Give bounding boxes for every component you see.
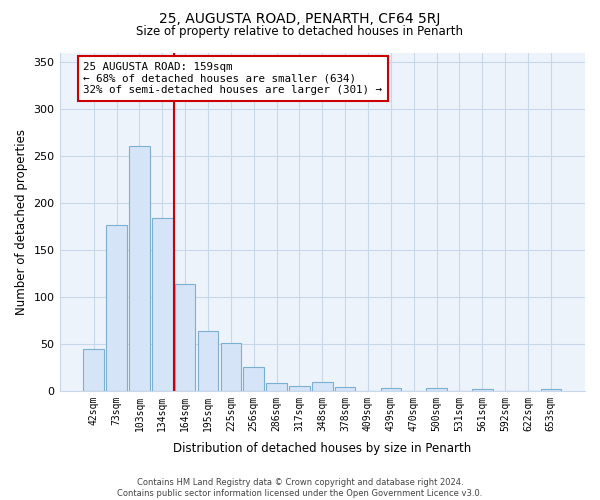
Y-axis label: Number of detached properties: Number of detached properties: [15, 128, 28, 314]
Bar: [289, 386, 310, 391]
Bar: [221, 343, 241, 391]
Bar: [106, 226, 127, 391]
Bar: [541, 389, 561, 391]
X-axis label: Distribution of detached houses by size in Penarth: Distribution of detached houses by size …: [173, 442, 472, 455]
Bar: [244, 368, 264, 391]
Text: Size of property relative to detached houses in Penarth: Size of property relative to detached ho…: [137, 25, 464, 38]
Bar: [426, 388, 447, 391]
Bar: [83, 350, 104, 391]
Bar: [380, 388, 401, 391]
Bar: [472, 389, 493, 391]
Text: Contains HM Land Registry data © Crown copyright and database right 2024.
Contai: Contains HM Land Registry data © Crown c…: [118, 478, 482, 498]
Bar: [175, 284, 196, 391]
Text: 25, AUGUSTA ROAD, PENARTH, CF64 5RJ: 25, AUGUSTA ROAD, PENARTH, CF64 5RJ: [160, 12, 440, 26]
Bar: [335, 387, 355, 391]
Bar: [129, 146, 150, 391]
Text: 25 AUGUSTA ROAD: 159sqm
← 68% of detached houses are smaller (634)
32% of semi-d: 25 AUGUSTA ROAD: 159sqm ← 68% of detache…: [83, 62, 382, 95]
Bar: [152, 218, 173, 391]
Bar: [198, 330, 218, 391]
Bar: [312, 382, 332, 391]
Bar: [266, 384, 287, 391]
